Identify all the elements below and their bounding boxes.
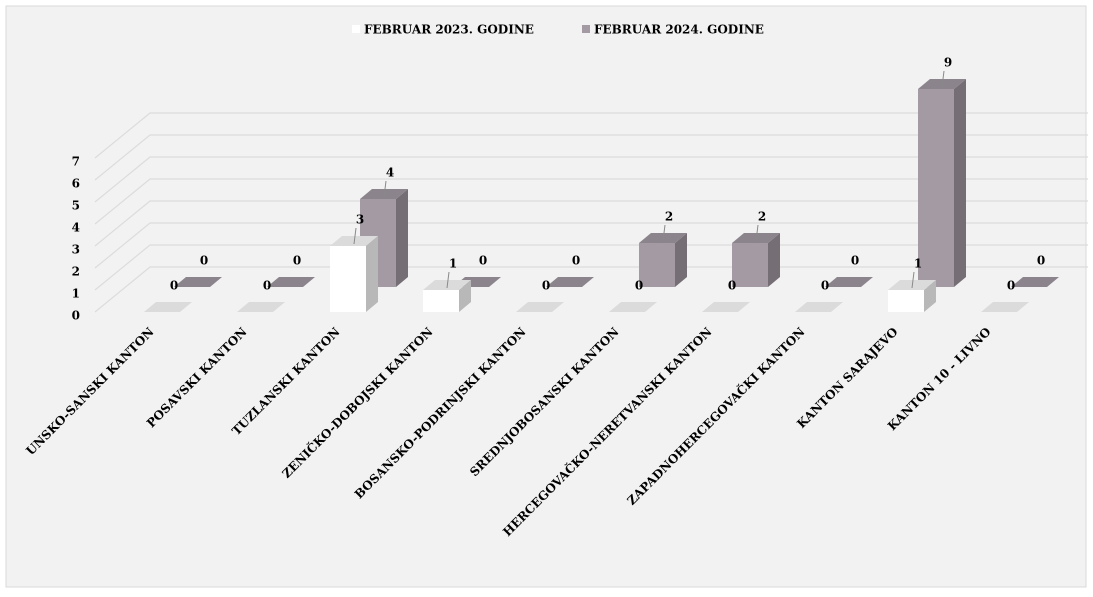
- grid-line: [94, 200, 1088, 247]
- grid-line: [94, 222, 1088, 269]
- value-label: 0: [200, 254, 208, 268]
- bar-top: [609, 302, 657, 312]
- legend-swatch: [582, 25, 590, 33]
- bar-side: [954, 79, 966, 287]
- bar-top: [546, 277, 594, 287]
- y-tick-label: 5: [72, 199, 80, 213]
- y-tick-label: 2: [72, 265, 80, 279]
- y-tick-label: 1: [72, 287, 80, 301]
- bar-top: [981, 302, 1029, 312]
- y-tick-label: 6: [72, 177, 80, 191]
- value-label: 0: [293, 254, 301, 268]
- label-leader: [911, 271, 915, 289]
- y-tick-label: 7: [72, 155, 80, 169]
- bar: [732, 243, 768, 287]
- bar: [639, 243, 675, 287]
- value-label: 1: [914, 257, 922, 271]
- bar: [423, 290, 459, 312]
- y-tick-label: 3: [72, 243, 80, 257]
- grid-line: [94, 112, 1088, 159]
- bar-side: [924, 280, 936, 312]
- legend: FEBRUAR 2023. GODINE FEBRUAR 2024. GODINE: [352, 23, 764, 37]
- bar-top: [237, 302, 285, 312]
- value-label: 0: [728, 279, 736, 293]
- bar-side: [396, 189, 408, 287]
- value-label: 0: [572, 254, 580, 268]
- bar-top: [267, 277, 315, 287]
- value-label: 0: [851, 254, 859, 268]
- legend-swatch: [352, 25, 360, 33]
- bar: [330, 246, 366, 312]
- value-label: 1: [449, 257, 457, 271]
- value-label: 4: [386, 166, 394, 180]
- value-label: 2: [758, 210, 766, 224]
- bar-top: [144, 302, 192, 312]
- bar: [918, 89, 954, 287]
- legend-label: FEBRUAR 2023. GODINE: [364, 23, 534, 37]
- bar: [888, 290, 924, 312]
- bar-top: [825, 277, 873, 287]
- bar-side: [675, 233, 687, 287]
- bar-top: [516, 302, 564, 312]
- label-leader: [755, 224, 759, 242]
- value-label: 3: [356, 213, 364, 227]
- value-label: 0: [1037, 254, 1045, 268]
- value-label: 0: [479, 254, 487, 268]
- value-label: 0: [821, 279, 829, 293]
- label-leader: [353, 227, 357, 245]
- bar-top: [1011, 277, 1059, 287]
- bar-side: [768, 233, 780, 287]
- label-leader: [941, 70, 945, 88]
- bar-top: [702, 302, 750, 312]
- grid-line: [94, 156, 1088, 203]
- bar-side: [459, 280, 471, 312]
- label-leader: [446, 271, 450, 289]
- grid-line: [94, 178, 1088, 225]
- value-label: 2: [665, 210, 673, 224]
- bar-top: [795, 302, 843, 312]
- y-tick-label: 4: [72, 221, 80, 235]
- grid-line: [94, 134, 1088, 181]
- y-tick-label: 0: [72, 309, 80, 323]
- label-leader: [662, 224, 666, 242]
- value-label: 0: [1007, 279, 1015, 293]
- value-label: 0: [542, 279, 550, 293]
- bar-side: [366, 236, 378, 312]
- bar-top: [174, 277, 222, 287]
- label-leader: [383, 180, 387, 198]
- value-label: 9: [944, 56, 952, 70]
- value-label: 0: [635, 279, 643, 293]
- value-label: 0: [263, 279, 271, 293]
- legend-label: FEBRUAR 2024. GODINE: [594, 23, 764, 37]
- value-label: 0: [170, 279, 178, 293]
